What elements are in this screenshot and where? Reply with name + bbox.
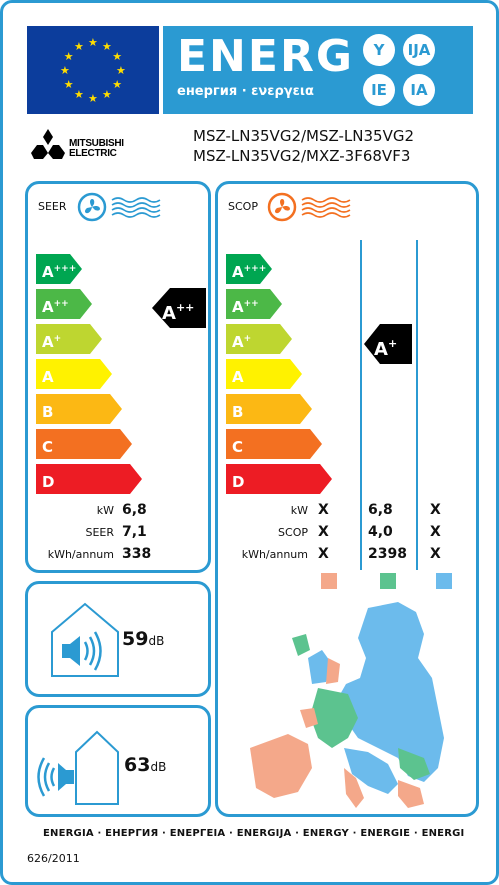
heating-class-arrow: A (226, 359, 302, 389)
energy-title: ENERG (177, 31, 354, 82)
heating-class-arrow: C (226, 429, 322, 459)
zone-color-average (380, 573, 396, 589)
cooling-class-arrow: A++ (36, 289, 92, 319)
eu-star-icon: ★ (116, 64, 126, 77)
footer-languages: ENERGIA · ЕНЕРГИЯ · ΕΝΕΡΓΕΙΑ · ENERGIJA … (43, 828, 465, 839)
cooling-panel: SEER A+++ A++ A+ A B C D A++ kW 6,8 SEER 7,1 kWh/a… (25, 181, 211, 573)
outdoor-noise-value: 63dB (124, 754, 167, 776)
fan-heating-icon (267, 192, 351, 222)
eu-star-icon: ★ (74, 88, 84, 102)
cooling-row-value: 338 (122, 546, 152, 562)
eu-star-icon: ★ (102, 39, 112, 53)
eu-star-icon: ★ (74, 39, 84, 53)
europe-climate-map (250, 602, 444, 808)
energy-header: ENERG енергия · ενεργεια Y IJA IE IA (163, 26, 473, 114)
heating-title: SCOP (228, 200, 258, 213)
heating-rating-badge: A+ (364, 324, 412, 364)
indoor-speaker-icon (51, 602, 119, 677)
cooling-class-arrow: A (36, 359, 112, 389)
lang-code-ia: IA (403, 74, 435, 106)
fan-cooling-icon (77, 192, 161, 222)
lang-code-ija: IJA (403, 34, 435, 66)
energy-subtitle: енергия · ενεργεια (177, 84, 314, 99)
heating-row-value: 2398 (368, 546, 407, 562)
heating-row-label: SCOP (278, 526, 308, 539)
heating-row-value: X (430, 502, 441, 518)
heating-row-label: kWh/annum (241, 548, 308, 561)
lang-code-y: Y (363, 34, 395, 66)
eu-star-icon: ★ (88, 36, 98, 49)
column-divider-1 (360, 240, 362, 570)
heating-row-value: 6,8 (368, 502, 393, 518)
heating-row-value: X (430, 524, 441, 540)
heating-row-value: X (318, 524, 329, 540)
heating-class-arrow: B (226, 394, 312, 424)
cooling-class-arrow: A+ (36, 324, 102, 354)
lang-code-ie: IE (363, 74, 395, 106)
model-line-2: MSZ-LN35VG2/MXZ-3F68VF3 (193, 147, 411, 165)
mitsubishi-diamonds-icon (31, 129, 65, 159)
cooling-class-arrow: A+++ (36, 254, 82, 284)
eu-flag: ★ ★ ★ ★ ★ ★ ★ ★ ★ ★ ★ ★ (27, 26, 159, 114)
eu-star-icon: ★ (88, 92, 98, 105)
cooling-class-arrow: D (36, 464, 142, 494)
eu-star-icon: ★ (63, 78, 74, 91)
outdoor-speaker-icon (37, 730, 119, 805)
cooling-row-label: SEER (85, 526, 114, 539)
brand-name: MITSUBISHI ELECTRIC (69, 138, 124, 159)
cooling-class-arrow: B (36, 394, 122, 424)
regulation-number: 626/2011 (27, 852, 80, 865)
eu-star-icon: ★ (102, 88, 112, 102)
brand-logo: MITSUBISHI ELECTRIC (31, 129, 151, 167)
heating-class-arrow: A+ (226, 324, 292, 354)
cooling-class-arrow: C (36, 429, 132, 459)
heating-row-label: kW (290, 504, 308, 517)
cooling-title: SEER (38, 200, 67, 213)
eu-star-icon: ★ (112, 50, 123, 63)
heating-class-arrow: A++ (226, 289, 282, 319)
indoor-noise-value: 59dB (122, 628, 165, 650)
heating-row-value: X (430, 546, 441, 562)
eu-star-icon: ★ (112, 78, 123, 91)
zone-color-warm (321, 573, 337, 589)
indoor-noise-panel: 59dB (25, 581, 211, 697)
heating-class-arrow: D (226, 464, 332, 494)
cooling-row-label: kW (96, 504, 114, 517)
model-line-1: MSZ-LN35VG2/MSZ-LN35VG2 (193, 127, 415, 145)
cooling-row-value: 6,8 (122, 502, 147, 518)
heating-row-value: 4,0 (368, 524, 393, 540)
cooling-row-label: kWh/annum (47, 548, 114, 561)
cooling-rating-badge: A++ (152, 288, 206, 328)
eu-star-icon: ★ (63, 50, 74, 63)
heating-row-value: X (318, 546, 329, 562)
cooling-row-value: 7,1 (122, 524, 147, 540)
heating-class-arrow: A+++ (226, 254, 272, 284)
zone-color-cold (436, 573, 452, 589)
column-divider-2 (416, 240, 418, 570)
eu-star-icon: ★ (60, 64, 70, 77)
outdoor-noise-panel: 63dB (25, 705, 211, 817)
heating-row-value: X (318, 502, 329, 518)
